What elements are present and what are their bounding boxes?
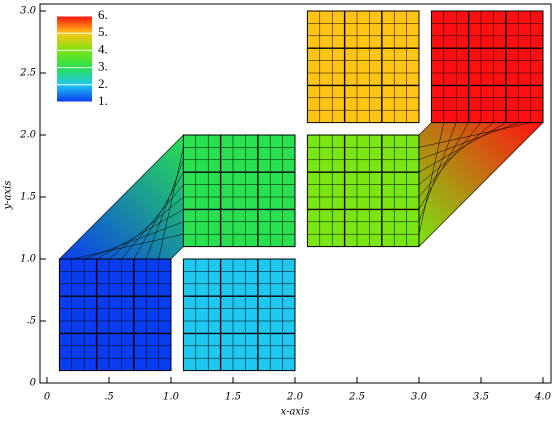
mesh-block: [430, 10, 544, 124]
x-tick-label: .5: [104, 392, 114, 403]
mesh-line: [418, 122, 494, 185]
mesh-block: [182, 134, 296, 248]
mesh-line: [418, 122, 457, 222]
y-tick-label: 3.0: [20, 6, 37, 17]
x-tick-label: 0: [44, 392, 51, 403]
colorbar-label: 6.: [98, 7, 108, 22]
y-tick-label: 1.5: [20, 192, 36, 203]
colorbar-label: 1.: [98, 93, 108, 108]
x-tick-label: 1.0: [163, 392, 180, 403]
mesh-line: [418, 122, 469, 210]
colorbar: 1. 2. 3. 4. 5. 6.: [57, 7, 108, 108]
x-tick-label: 1.5: [225, 392, 241, 403]
mesh-line: [108, 196, 184, 260]
x-tick-label: 4.0: [534, 392, 552, 403]
colorbar-label: 4.: [98, 41, 108, 56]
y-tick-label: .5: [26, 316, 36, 327]
y-tick-label: 2.0: [19, 130, 37, 141]
colorbar-label: 2.: [98, 76, 108, 91]
mesh-line: [158, 147, 184, 260]
y-axis-label: y-axis: [3, 181, 14, 211]
mesh-block: [306, 134, 420, 248]
x-axis-label: x-axis: [281, 407, 310, 418]
colorbar-label: 5.: [98, 24, 108, 39]
x-tick-label: 2.0: [286, 392, 304, 403]
y-tick-label: 1.0: [20, 254, 37, 265]
colorbar-label: 3.: [98, 59, 108, 74]
mesh-line: [418, 122, 531, 148]
x-tick-label: 2.5: [348, 392, 365, 403]
mesh-block: [306, 10, 420, 124]
mesh-line: [418, 122, 506, 173]
colorbar-gradient: [57, 16, 92, 102]
x-tick-label: 3.5: [473, 392, 489, 403]
mesh-block: [58, 258, 172, 372]
mesh-block: [182, 258, 296, 372]
mesh-line: [418, 122, 445, 235]
transition-region: [58, 134, 184, 260]
transition-region: [418, 122, 544, 248]
mesh-line: [133, 172, 184, 260]
y-tick-label: 0: [30, 378, 37, 389]
y-tick-label: 2.5: [19, 68, 36, 79]
mesh-line: [84, 221, 184, 260]
mesh-line: [71, 233, 184, 260]
x-tick-label: 3.0: [411, 392, 428, 403]
mesh-line: [96, 209, 184, 260]
mesh-line: [418, 122, 482, 198]
mesh-line: [121, 184, 184, 260]
